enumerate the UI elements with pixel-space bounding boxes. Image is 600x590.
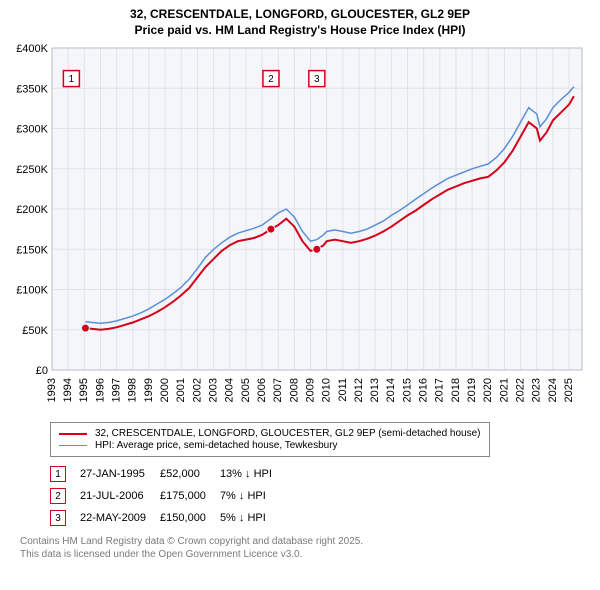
svg-text:£50K: £50K (22, 325, 48, 337)
chart: £0 £50K £100K £150K £200K £250K £300K £350K £400… (10, 40, 590, 418)
svg-text:2002: 2002 (191, 378, 203, 402)
legend-row-0: 32, CRESCENTDALE, LONGFORD, GLOUCESTER, … (59, 428, 481, 439)
cell-marker: 3 (50, 507, 80, 529)
svg-text:2015: 2015 (401, 378, 413, 402)
svg-text:2001: 2001 (175, 378, 187, 402)
marker-dot-2 (267, 226, 275, 234)
svg-text:2022: 2022 (515, 378, 527, 402)
cell-delta: 13% ↓ HPI (220, 463, 286, 485)
svg-text:£250K: £250K (16, 164, 48, 176)
svg-text:2006: 2006 (256, 378, 268, 402)
cell-price: £175,000 (160, 485, 220, 507)
marker-dot-3 (313, 246, 321, 254)
title-address: 32, CRESCENTDALE, LONGFORD, GLOUCESTER, … (10, 6, 590, 22)
transactions-table: 1 27-JAN-1995£52,00013% ↓ HPI 2 21-JUL-2006… (50, 463, 286, 529)
svg-text:1996: 1996 (94, 378, 106, 402)
cell-date: 22-MAY-2009 (80, 507, 160, 529)
row-marker: 3 (50, 510, 66, 526)
svg-text:£100K: £100K (16, 285, 48, 297)
svg-text:2020: 2020 (482, 378, 494, 402)
legend-swatch (59, 433, 87, 435)
legend-label: 32, CRESCENTDALE, LONGFORD, GLOUCESTER, … (95, 428, 481, 439)
svg-text:2004: 2004 (224, 378, 236, 402)
cell-marker: 1 (50, 463, 80, 485)
legend: 32, CRESCENTDALE, LONGFORD, GLOUCESTER, … (50, 422, 490, 457)
svg-text:2010: 2010 (321, 378, 333, 402)
svg-text:2009: 2009 (304, 378, 316, 402)
row-marker: 1 (50, 466, 66, 482)
table-row: 3 22-MAY-2009£150,0005% ↓ HPI (50, 507, 286, 529)
row-marker: 2 (50, 488, 66, 504)
cell-date: 21-JUL-2006 (80, 485, 160, 507)
svg-text:2025: 2025 (563, 378, 575, 402)
footer-line-2: This data is licensed under the Open Gov… (20, 548, 590, 561)
svg-text:2017: 2017 (434, 378, 446, 402)
footer-line-1: Contains HM Land Registry data © Crown c… (20, 535, 590, 548)
svg-text:2016: 2016 (418, 378, 430, 402)
title-subtitle: Price paid vs. HM Land Registry's House … (10, 22, 590, 38)
cell-marker: 2 (50, 485, 80, 507)
chart-svg: £0 £50K £100K £150K £200K £250K £300K £350K £400… (10, 40, 590, 418)
marker-label-1: 1 (69, 75, 75, 86)
marker-dot-1 (81, 325, 89, 333)
footer: Contains HM Land Registry data © Crown c… (20, 535, 590, 561)
legend-swatch (59, 445, 87, 446)
svg-text:2024: 2024 (547, 378, 559, 402)
svg-text:1999: 1999 (143, 378, 155, 402)
svg-text:1993: 1993 (46, 378, 58, 402)
cell-delta: 5% ↓ HPI (220, 507, 286, 529)
legend-label: HPI: Average price, semi-detached house,… (95, 440, 338, 451)
svg-text:2005: 2005 (240, 378, 252, 402)
svg-text:2012: 2012 (353, 378, 365, 402)
table-row: 1 27-JAN-1995£52,00013% ↓ HPI (50, 463, 286, 485)
table-row: 2 21-JUL-2006£175,0007% ↓ HPI (50, 485, 286, 507)
svg-text:1998: 1998 (127, 378, 139, 402)
svg-text:£0: £0 (36, 365, 48, 377)
svg-text:2011: 2011 (337, 378, 349, 402)
svg-text:2019: 2019 (466, 378, 478, 402)
svg-text:2003: 2003 (207, 378, 219, 402)
svg-text:1997: 1997 (111, 378, 123, 402)
svg-text:2008: 2008 (288, 378, 300, 402)
cell-price: £52,000 (160, 463, 220, 485)
legend-row-1: HPI: Average price, semi-detached house,… (59, 440, 481, 451)
svg-text:2000: 2000 (159, 378, 171, 402)
marker-label-3: 3 (314, 75, 320, 86)
svg-text:2018: 2018 (450, 378, 462, 402)
chart-container: 32, CRESCENTDALE, LONGFORD, GLOUCESTER, … (0, 0, 600, 565)
svg-text:1994: 1994 (62, 378, 74, 402)
cell-price: £150,000 (160, 507, 220, 529)
svg-text:£300K: £300K (16, 124, 48, 136)
svg-text:£400K: £400K (16, 43, 48, 55)
marker-label-2: 2 (268, 75, 274, 86)
svg-text:£350K: £350K (16, 84, 48, 96)
cell-date: 27-JAN-1995 (80, 463, 160, 485)
cell-delta: 7% ↓ HPI (220, 485, 286, 507)
svg-text:2007: 2007 (272, 378, 284, 402)
svg-text:2014: 2014 (385, 378, 397, 402)
svg-text:2013: 2013 (369, 378, 381, 402)
svg-text:£150K: £150K (16, 245, 48, 257)
svg-text:£200K: £200K (16, 204, 48, 216)
svg-text:2021: 2021 (498, 378, 510, 402)
svg-text:2023: 2023 (531, 378, 543, 402)
title-block: 32, CRESCENTDALE, LONGFORD, GLOUCESTER, … (10, 6, 590, 38)
svg-text:1995: 1995 (78, 378, 90, 402)
